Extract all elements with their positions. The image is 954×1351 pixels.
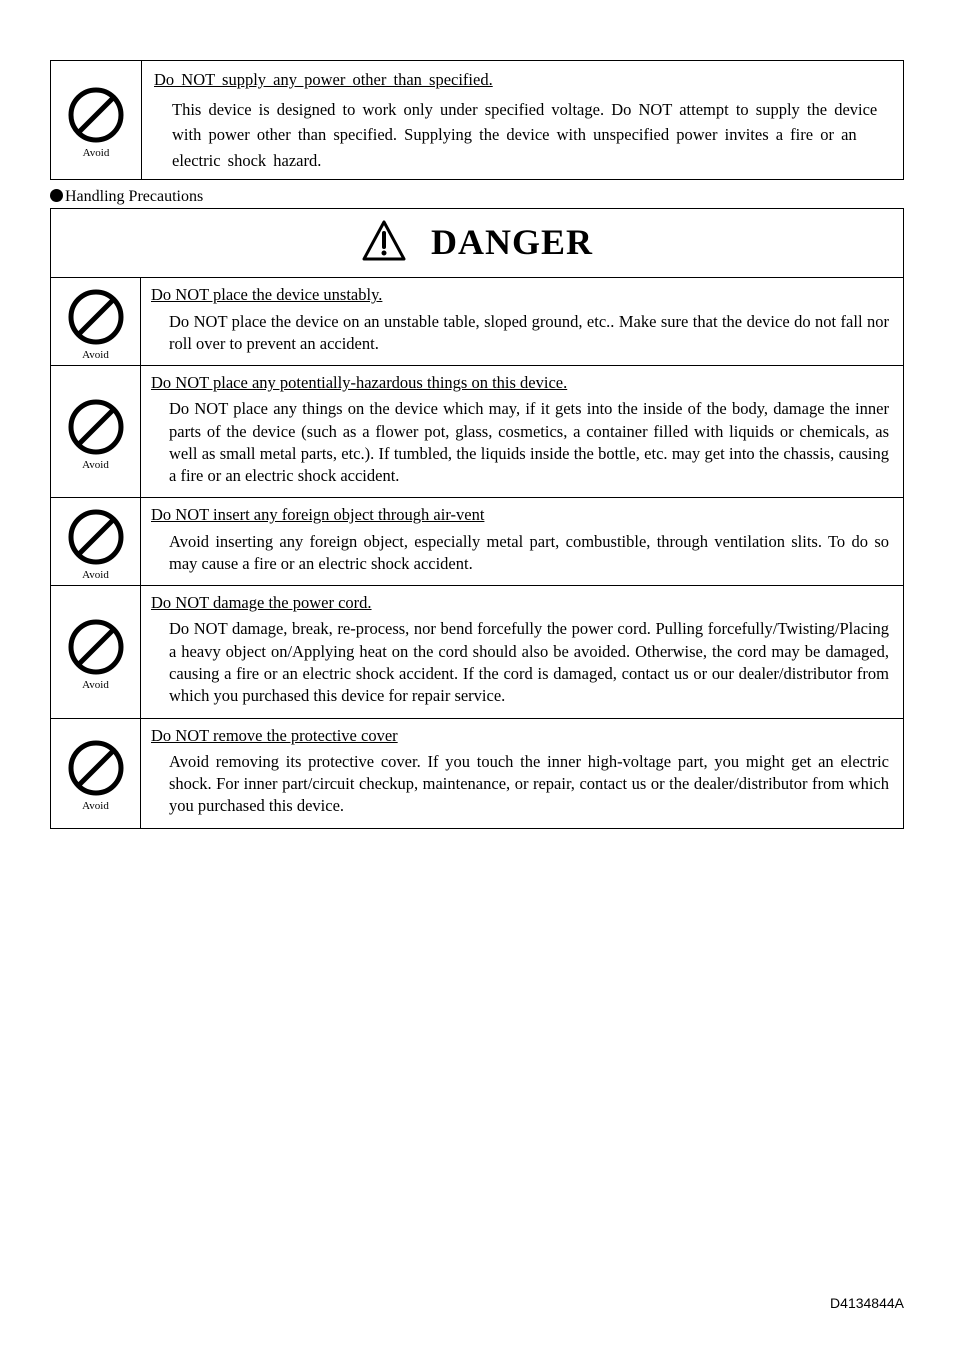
top-body: This device is designed to work only und…: [154, 97, 891, 174]
avoid-icon-cell: Avoid: [51, 61, 141, 179]
table-row: Avoid Do NOT damage the power cord. Do N…: [51, 586, 903, 718]
avoid-label: Avoid: [82, 349, 109, 361]
row-text: Do NOT insert any foreign object through…: [141, 498, 903, 585]
row-text: Do NOT damage the power cord. Do NOT dam…: [141, 586, 903, 717]
top-text-cell: Do NOT supply any power other than speci…: [141, 61, 903, 179]
footer-code: D4134844A: [830, 1295, 904, 1311]
table-row: Avoid Do NOT remove the protective cover…: [51, 719, 903, 828]
avoid-icon-cell: Avoid: [51, 498, 141, 585]
avoid-icon-cell: Avoid: [51, 366, 141, 497]
attention-icon: [361, 219, 407, 265]
row-title: Do NOT damage the power cord.: [151, 592, 889, 614]
row-body: Do NOT place any things on the device wh…: [151, 398, 889, 487]
avoid-label: Avoid: [82, 569, 109, 581]
prohibit-icon: [66, 507, 126, 567]
row-body: Do NOT damage, break, re-process, nor be…: [151, 618, 889, 707]
avoid-icon-cell: Avoid: [51, 719, 141, 828]
row-body: Do NOT place the device on an unstable t…: [151, 311, 889, 356]
row-text: Do NOT remove the protective cover Avoid…: [141, 719, 903, 828]
top-warning-box: Avoid Do NOT supply any power other than…: [50, 60, 904, 180]
row-text: Do NOT place any potentially-hazardous t…: [141, 366, 903, 497]
row-title: Do NOT place the device unstably.: [151, 284, 889, 306]
row-body: Avoid inserting any foreign object, espe…: [151, 531, 889, 576]
row-title: Do NOT remove the protective cover: [151, 725, 889, 747]
prohibit-icon: [66, 397, 126, 457]
avoid-label: Avoid: [82, 800, 109, 812]
table-row: Avoid Do NOT place the device unstably. …: [51, 278, 903, 366]
danger-header: DANGER: [51, 209, 903, 278]
bullet-icon: [50, 189, 63, 202]
avoid-label: Avoid: [83, 147, 110, 159]
section-label: Handling Precautions: [50, 188, 904, 206]
danger-word: DANGER: [431, 221, 593, 263]
table-row: Avoid Do NOT insert any foreign object t…: [51, 498, 903, 586]
prohibit-icon: [66, 738, 126, 798]
avoid-icon-cell: Avoid: [51, 586, 141, 717]
row-title: Do NOT place any potentially-hazardous t…: [151, 372, 889, 394]
row-text: Do NOT place the device unstably. Do NOT…: [141, 278, 903, 365]
prohibit-icon: [66, 85, 126, 145]
row-title: Do NOT insert any foreign object through…: [151, 504, 889, 526]
top-title: Do NOT supply any power other than speci…: [154, 67, 891, 93]
row-body: Avoid removing its protective cover. If …: [151, 751, 889, 818]
rows-container: Avoid Do NOT place the device unstably. …: [51, 278, 903, 827]
prohibit-icon: [66, 617, 126, 677]
avoid-label: Avoid: [82, 679, 109, 691]
avoid-icon-cell: Avoid: [51, 278, 141, 365]
danger-box: DANGER Avoid Do NOT place the device uns…: [50, 208, 904, 828]
section-label-text: Handling Precautions: [65, 188, 203, 205]
table-row: Avoid Do NOT place any potentially-hazar…: [51, 366, 903, 498]
avoid-label: Avoid: [82, 459, 109, 471]
prohibit-icon: [66, 287, 126, 347]
